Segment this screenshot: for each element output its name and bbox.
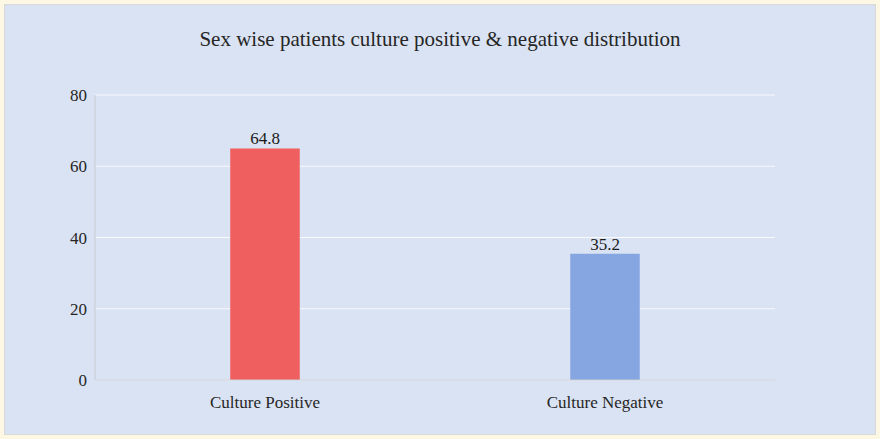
svg-text:Culture Positive: Culture Positive [210, 393, 320, 412]
svg-text:60: 60 [70, 157, 87, 176]
svg-text:64.8: 64.8 [250, 129, 280, 148]
svg-text:35.2: 35.2 [590, 235, 620, 254]
svg-text:80: 80 [70, 86, 87, 105]
svg-text:0: 0 [79, 371, 88, 390]
svg-text:Culture Negative: Culture Negative [547, 393, 664, 412]
html-text:Sex wise patients culture posi: Sex wise patients culture positive & neg… [199, 27, 681, 51]
svg-text:40: 40 [70, 229, 87, 248]
svg-text:20: 20 [70, 300, 87, 319]
